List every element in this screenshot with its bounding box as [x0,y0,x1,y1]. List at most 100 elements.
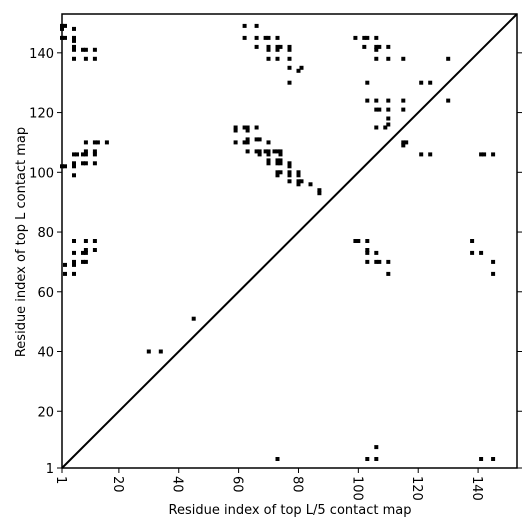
contact-point [92,140,97,145]
contact-point [296,170,301,175]
contact-point [72,271,76,276]
contact-point [353,35,358,40]
contact-point [365,457,370,461]
contact-point [377,107,382,112]
contact-point [386,56,391,61]
x-tick-label: 60 [230,476,245,493]
contact-point [72,173,76,178]
contact-point [63,164,67,169]
contact-point [275,457,280,461]
contact-point [233,125,238,130]
contact-point [81,47,85,52]
contact-point [81,259,85,264]
contact-point [386,116,391,121]
contact-point [245,140,250,145]
contact-point [242,125,247,130]
contact-point [278,170,283,175]
contact-point [365,80,370,85]
contact-point [72,35,76,40]
contact-point [191,316,196,321]
contact-point [296,68,301,73]
contact-point [245,125,250,130]
contact-point [83,239,88,243]
contact-point [72,44,76,49]
contact-point [266,47,271,52]
contact-point [362,44,367,49]
contact-point [81,152,85,157]
contact-point [245,128,250,133]
contact-point [275,35,280,40]
y-tick-label: 1 [46,462,54,477]
contact-point [81,250,85,255]
contact-point [83,152,88,157]
contact-point [386,271,391,276]
contact-point [479,457,484,461]
contact-point [275,44,280,49]
contact-point [374,107,379,112]
contact-point [470,250,475,255]
contact-point [254,149,259,154]
contact-point [266,149,271,154]
contact-point [362,35,367,40]
contact-point [299,179,304,184]
contact-point [146,349,151,354]
contact-point [374,98,379,103]
contact-point [374,445,379,450]
contact-point [275,56,280,61]
contact-point [296,173,301,178]
contact-point [242,140,247,145]
contact-point [72,262,76,267]
contact-point [287,170,292,175]
contact-point [365,35,370,40]
contact-point [72,38,76,43]
contact-point [446,98,451,103]
contact-point [470,239,475,243]
y-axis-label: Residue index of top L contact map [14,127,29,357]
contact-point [83,248,88,252]
contact-point [83,56,88,61]
contact-point [72,259,76,264]
contact-point [491,271,496,276]
contact-point [92,161,97,166]
contact-point [266,161,271,166]
contact-point [401,98,406,103]
contact-point [287,44,292,49]
y-tick-label: 140 [29,47,54,62]
contact-point [63,262,67,267]
y-tick-label: 100 [29,166,54,181]
contact-point [233,128,238,133]
contact-point [81,161,85,166]
contact-point [266,140,271,145]
contact-point [446,56,451,61]
x-tick-label: 80 [289,476,304,493]
contact-point [401,140,406,145]
contact-point [275,149,280,154]
contact-point [75,152,79,157]
contact-point [72,164,76,169]
contact-point [374,56,379,61]
contact-point [353,239,358,243]
contact-point [374,35,379,40]
contact-point [242,23,247,28]
contact-point [287,173,292,178]
contact-point [365,239,370,243]
contact-point [257,137,262,142]
contact-point [491,457,496,461]
contact-point [287,179,292,184]
contact-point [254,125,259,130]
contact-point [479,250,484,255]
contact-point [92,239,97,243]
contact-point [266,158,271,163]
contact-point [278,149,283,154]
contact-point [365,259,370,264]
contact-point [92,47,97,52]
contact-point [63,35,67,40]
contact-point [72,56,76,61]
contact-point [266,56,271,61]
contact-point [278,161,283,166]
contact-point [491,259,496,264]
contact-point [356,239,361,243]
contact-point [482,152,487,157]
contact-point [275,161,280,166]
